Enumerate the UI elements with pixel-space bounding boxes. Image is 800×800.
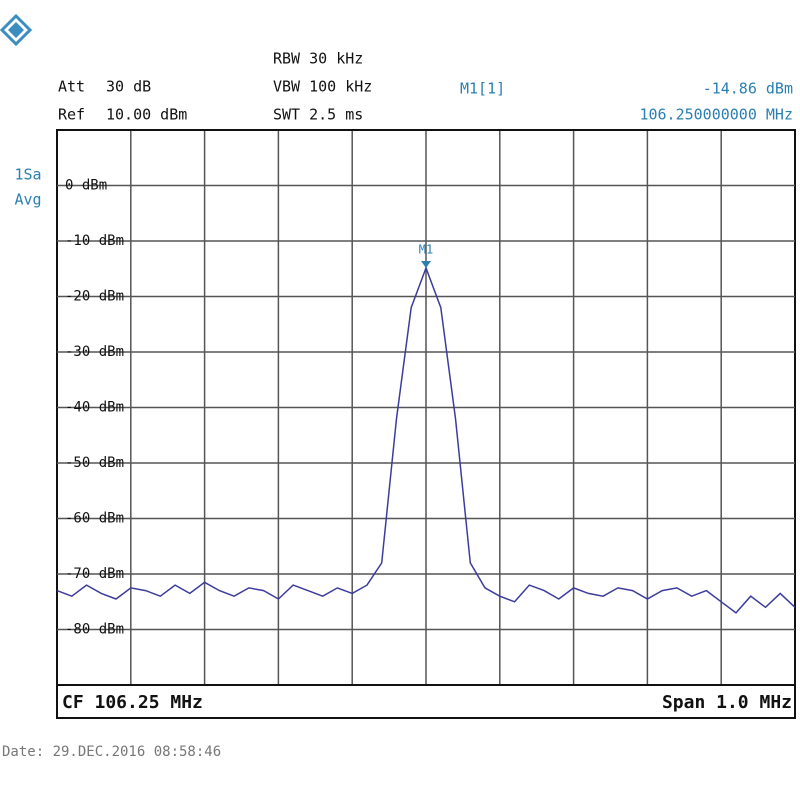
trace-mode: Avg — [14, 191, 41, 209]
y-tick-label: -30 dBm — [65, 344, 124, 360]
trace — [56, 265, 796, 614]
y-tick-label: -80 dBm — [65, 622, 124, 638]
marker-level: -14.86 dBm — [703, 80, 793, 98]
att-label: Att — [58, 78, 85, 96]
y-tick-label: -60 dBm — [65, 511, 124, 527]
y-tick-label: -10 dBm — [65, 233, 124, 249]
swt: SWT 2.5 ms — [273, 106, 363, 124]
att-value: 30 dB — [106, 78, 151, 96]
y-tick-label: -40 dBm — [65, 400, 124, 416]
marker-label: M1[1] — [460, 80, 505, 98]
y-tick-label: -20 dBm — [65, 289, 124, 305]
y-tick-label: 0 dBm — [65, 178, 107, 194]
y-tick-label: -70 dBm — [65, 566, 124, 582]
rbw: RBW 30 kHz — [273, 50, 363, 68]
logo — [0, 13, 33, 47]
trace-mode: 1Sa — [14, 166, 41, 184]
ref-label: Ref — [58, 106, 85, 124]
center-frequency: CF 106.25 MHz — [62, 692, 203, 713]
ref-value: 10.00 dBm — [106, 106, 187, 124]
date: Date: 29.DEC.2016 08:58:46 — [2, 744, 221, 760]
y-tick-label: -50 dBm — [65, 455, 124, 471]
marker-point — [421, 260, 431, 268]
span: Span 1.0 MHz — [662, 692, 792, 713]
vbw: VBW 100 kHz — [273, 78, 372, 96]
frame — [56, 129, 796, 719]
marker-name: M1 — [419, 242, 433, 256]
marker-frequency: 106.250000000 MHz — [639, 106, 793, 124]
